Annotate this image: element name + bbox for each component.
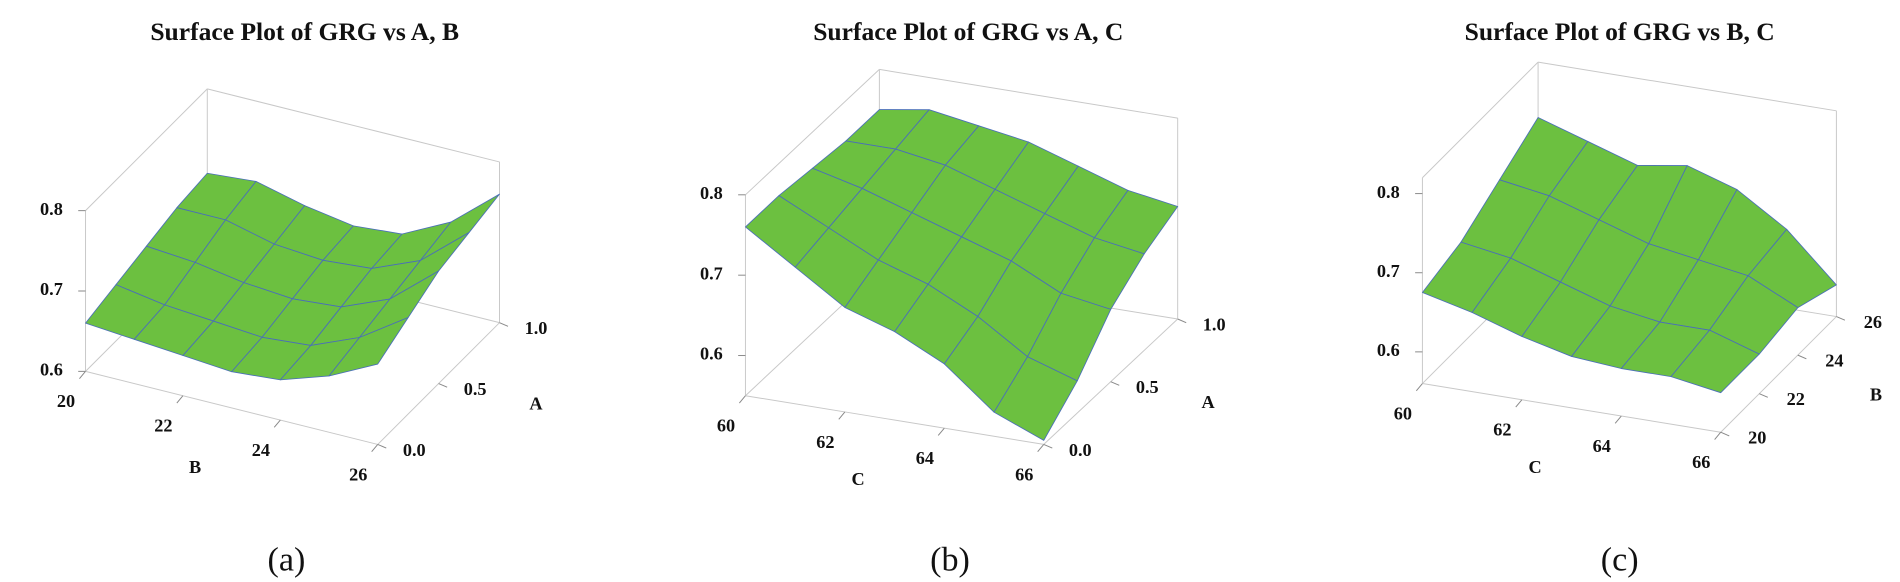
y-tick-label: 1.0 — [525, 318, 548, 338]
x-tick-label: 20 — [57, 391, 75, 411]
x-tick-label: 66 — [1015, 464, 1033, 484]
x-tick — [1614, 415, 1622, 424]
y-tick-label: 1.0 — [1203, 314, 1226, 334]
y-tick — [1043, 443, 1053, 449]
y-axis-label: A — [529, 394, 543, 414]
caption: (b) — [930, 541, 970, 578]
surface-patch — [1670, 329, 1760, 394]
chart-title: Surface Plot of GRG vs A, C — [813, 17, 1123, 46]
x-axis-label: B — [189, 457, 201, 477]
box-edge — [1043, 318, 1179, 445]
y-tick-label: 0.5 — [1136, 377, 1159, 397]
y-tick — [1177, 318, 1187, 324]
y-tick — [1110, 381, 1120, 386]
box-edge — [1538, 61, 1837, 112]
z-tick-label: 0.6 — [40, 360, 63, 380]
box-edge — [85, 88, 208, 211]
z-tick-label: 0.7 — [1377, 261, 1400, 281]
x-tick — [1037, 444, 1045, 453]
y-tick — [1797, 354, 1807, 360]
y-tick-label: 0.0 — [1069, 440, 1092, 460]
z-tick-label: 0.6 — [1377, 340, 1400, 360]
y-tick — [1836, 316, 1846, 321]
y-tick — [499, 322, 509, 327]
box-edge — [745, 69, 880, 196]
box-edge — [879, 68, 1178, 119]
x-tick — [1714, 431, 1722, 440]
x-tick — [1515, 399, 1523, 408]
y-tick-label: 26 — [1864, 312, 1882, 332]
z-tick-label: 0.8 — [1377, 182, 1400, 202]
surface-patch — [993, 356, 1078, 441]
y-tick — [1720, 431, 1730, 437]
y-tick-label: 0.5 — [464, 379, 487, 399]
x-tick — [937, 427, 945, 436]
x-tick-label: 62 — [1493, 420, 1511, 440]
x-tick-label: 62 — [816, 432, 834, 452]
x-tick — [79, 371, 86, 379]
y-axis-label: B — [1870, 385, 1882, 405]
x-tick — [273, 419, 281, 428]
y-tick — [1759, 393, 1768, 398]
chart-title: Surface Plot of GRG vs A, B — [150, 17, 459, 46]
z-tick-label: 0.7 — [40, 279, 63, 299]
box-edge — [1720, 316, 1837, 433]
y-tick — [438, 383, 448, 388]
y-axis-label: A — [1202, 392, 1216, 412]
caption: (c) — [1601, 541, 1639, 578]
y-tick-label: 22 — [1787, 389, 1805, 409]
x-tick-label: 24 — [252, 440, 270, 460]
y-tick-label: 24 — [1825, 351, 1843, 371]
box-edge — [207, 88, 500, 163]
x-tick — [738, 395, 746, 404]
x-axis-label: C — [1528, 457, 1541, 477]
z-tick-label: 0.6 — [700, 344, 723, 364]
y-tick-label: 20 — [1748, 428, 1766, 448]
x-tick-label: 64 — [916, 448, 934, 468]
x-tick — [176, 395, 184, 404]
x-tick — [1415, 383, 1423, 392]
box-edge — [85, 370, 378, 445]
x-tick-label: 22 — [154, 416, 172, 436]
chart-title: Surface Plot of GRG vs B, C — [1465, 17, 1775, 46]
y-tick — [377, 443, 387, 449]
box-edge — [1422, 383, 1721, 433]
x-tick-label: 26 — [349, 464, 367, 484]
caption: (a) — [268, 541, 306, 578]
x-tick — [838, 411, 846, 420]
x-tick-label: 60 — [717, 416, 735, 436]
z-tick-label: 0.7 — [700, 263, 723, 283]
z-tick-label: 0.8 — [40, 199, 63, 219]
box-edge — [745, 395, 1044, 445]
x-tick-label: 60 — [1394, 403, 1412, 423]
surface-patch — [328, 317, 409, 377]
y-tick-label: 0.0 — [403, 440, 426, 460]
x-tick-label: 66 — [1692, 452, 1710, 472]
x-tick-label: 64 — [1593, 436, 1611, 456]
z-tick-label: 0.8 — [700, 183, 723, 203]
x-tick — [371, 444, 379, 453]
x-axis-label: C — [851, 469, 864, 489]
box-edge — [1422, 61, 1539, 179]
